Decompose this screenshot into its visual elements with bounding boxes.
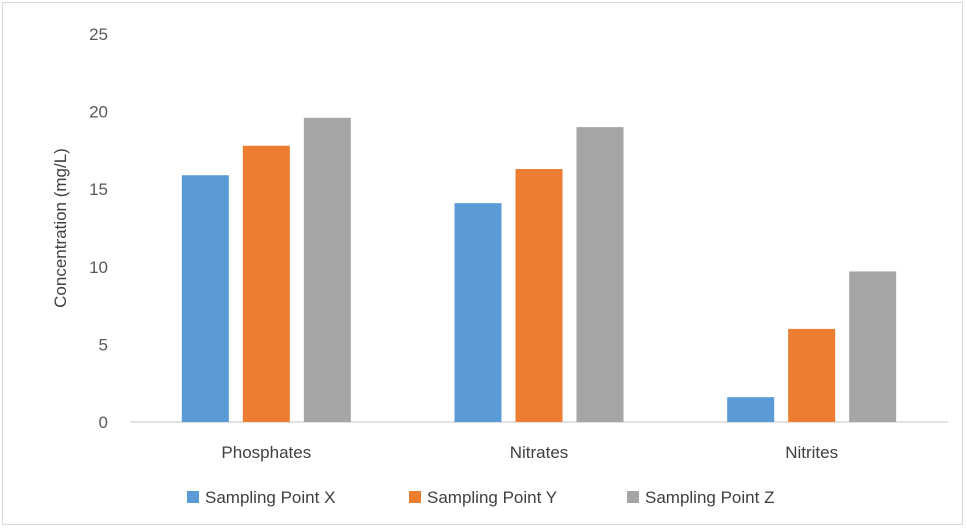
y-tick-label: 20 <box>89 103 108 122</box>
y-tick-label: 15 <box>89 180 108 199</box>
bars <box>181 117 897 423</box>
legend-label: Sampling Point Z <box>645 488 774 507</box>
bar-nitrates-series-3 <box>576 127 624 423</box>
bar-nitrites-series-2 <box>788 328 836 422</box>
bar-phosphates-series-1 <box>181 175 229 422</box>
x-category-label: Nitrites <box>785 443 838 462</box>
legend-swatch <box>187 491 199 503</box>
bar-phosphates-series-2 <box>242 145 290 422</box>
legend: Sampling Point X Sampling Point Y Sampling… <box>187 488 774 507</box>
y-tick-label: 0 <box>99 413 108 432</box>
y-axis: 0 5 10 15 20 25 <box>89 25 108 432</box>
y-tick-label: 10 <box>89 258 108 277</box>
y-tick-label: 25 <box>89 25 108 44</box>
bar-nitrates-series-1 <box>454 203 502 422</box>
x-category-label: Nitrates <box>510 443 569 462</box>
legend-swatch <box>409 491 421 503</box>
bar-phosphates-series-3 <box>303 117 351 423</box>
bar-nitrites-series-3 <box>849 271 897 422</box>
legend-label: Sampling Point Y <box>427 488 557 507</box>
legend-label: Sampling Point X <box>205 488 335 507</box>
x-category-label: Phosphates <box>221 443 311 462</box>
x-axis: Phosphates Nitrates Nitrites <box>221 443 838 462</box>
y-axis-title: Concentration (mg/L) <box>51 148 70 308</box>
y-tick-label: 5 <box>99 335 108 354</box>
bar-nitrates-series-2 <box>515 169 563 422</box>
bar-nitrites-series-1 <box>727 397 775 422</box>
legend-swatch <box>627 491 639 503</box>
